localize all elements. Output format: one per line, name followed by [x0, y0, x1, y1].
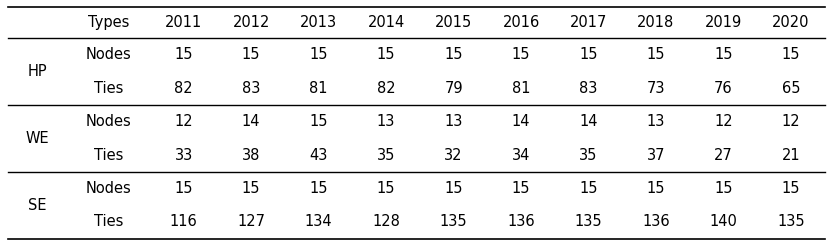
Text: 134: 134	[305, 215, 332, 230]
Text: 27: 27	[714, 148, 733, 163]
Text: 2013: 2013	[300, 15, 337, 30]
Text: 34: 34	[511, 148, 531, 163]
Text: 12: 12	[781, 114, 801, 129]
Text: 15: 15	[444, 47, 463, 62]
Text: Types: Types	[87, 15, 129, 30]
Text: 15: 15	[309, 47, 328, 62]
Text: 14: 14	[579, 114, 598, 129]
Text: 83: 83	[579, 81, 598, 96]
Text: 15: 15	[781, 47, 801, 62]
Text: 82: 82	[174, 81, 193, 96]
Text: 136: 136	[642, 215, 670, 230]
Text: 2017: 2017	[570, 15, 607, 30]
Text: 136: 136	[507, 215, 535, 230]
Text: 14: 14	[242, 114, 261, 129]
Text: 15: 15	[714, 181, 733, 196]
Text: 14: 14	[511, 114, 531, 129]
Text: 38: 38	[242, 148, 261, 163]
Text: 2019: 2019	[705, 15, 742, 30]
Text: 135: 135	[440, 215, 467, 230]
Text: Ties: Ties	[93, 81, 123, 96]
Text: 32: 32	[444, 148, 463, 163]
Text: 116: 116	[170, 215, 197, 230]
Text: 15: 15	[309, 114, 328, 129]
Text: 43: 43	[309, 148, 328, 163]
Text: 15: 15	[714, 47, 733, 62]
Text: 35: 35	[377, 148, 396, 163]
Text: 37: 37	[646, 148, 666, 163]
Text: 2014: 2014	[367, 15, 405, 30]
Text: 13: 13	[646, 114, 666, 129]
Text: 13: 13	[377, 114, 396, 129]
Text: 15: 15	[579, 181, 598, 196]
Text: 33: 33	[175, 148, 192, 163]
Text: 140: 140	[710, 215, 737, 230]
Text: 2012: 2012	[232, 15, 270, 30]
Text: Ties: Ties	[93, 148, 123, 163]
Text: 82: 82	[377, 81, 396, 96]
Text: 2016: 2016	[502, 15, 540, 30]
Text: 15: 15	[646, 47, 666, 62]
Text: 13: 13	[444, 114, 463, 129]
Text: 15: 15	[511, 47, 531, 62]
Text: 128: 128	[372, 215, 400, 230]
Text: 35: 35	[579, 148, 598, 163]
Text: 15: 15	[242, 47, 261, 62]
Text: 15: 15	[511, 181, 531, 196]
Text: 15: 15	[781, 181, 801, 196]
Text: 15: 15	[444, 181, 463, 196]
Text: 15: 15	[242, 181, 261, 196]
Text: 135: 135	[575, 215, 602, 230]
Text: 12: 12	[714, 114, 733, 129]
Text: 15: 15	[579, 47, 598, 62]
Text: Nodes: Nodes	[86, 181, 131, 196]
Text: 2020: 2020	[772, 15, 810, 30]
Text: 15: 15	[377, 47, 396, 62]
Text: 81: 81	[511, 81, 531, 96]
Text: 15: 15	[646, 181, 666, 196]
Text: Nodes: Nodes	[86, 47, 131, 62]
Text: 79: 79	[444, 81, 463, 96]
Text: 15: 15	[174, 181, 193, 196]
Text: Ties: Ties	[93, 215, 123, 230]
Text: 2018: 2018	[637, 15, 675, 30]
Text: Nodes: Nodes	[86, 114, 131, 129]
Text: HP: HP	[27, 64, 47, 79]
Text: 73: 73	[646, 81, 666, 96]
Text: 12: 12	[174, 114, 193, 129]
Text: 135: 135	[777, 215, 805, 230]
Text: SE: SE	[28, 198, 47, 213]
Text: 15: 15	[309, 181, 328, 196]
Text: 15: 15	[174, 47, 193, 62]
Text: 2011: 2011	[165, 15, 202, 30]
Text: 65: 65	[781, 81, 801, 96]
Text: 81: 81	[309, 81, 328, 96]
Text: 83: 83	[242, 81, 261, 96]
Text: 127: 127	[237, 215, 265, 230]
Text: 76: 76	[714, 81, 733, 96]
Text: 21: 21	[781, 148, 801, 163]
Text: 15: 15	[377, 181, 396, 196]
Text: WE: WE	[26, 131, 49, 146]
Text: 2015: 2015	[435, 15, 472, 30]
